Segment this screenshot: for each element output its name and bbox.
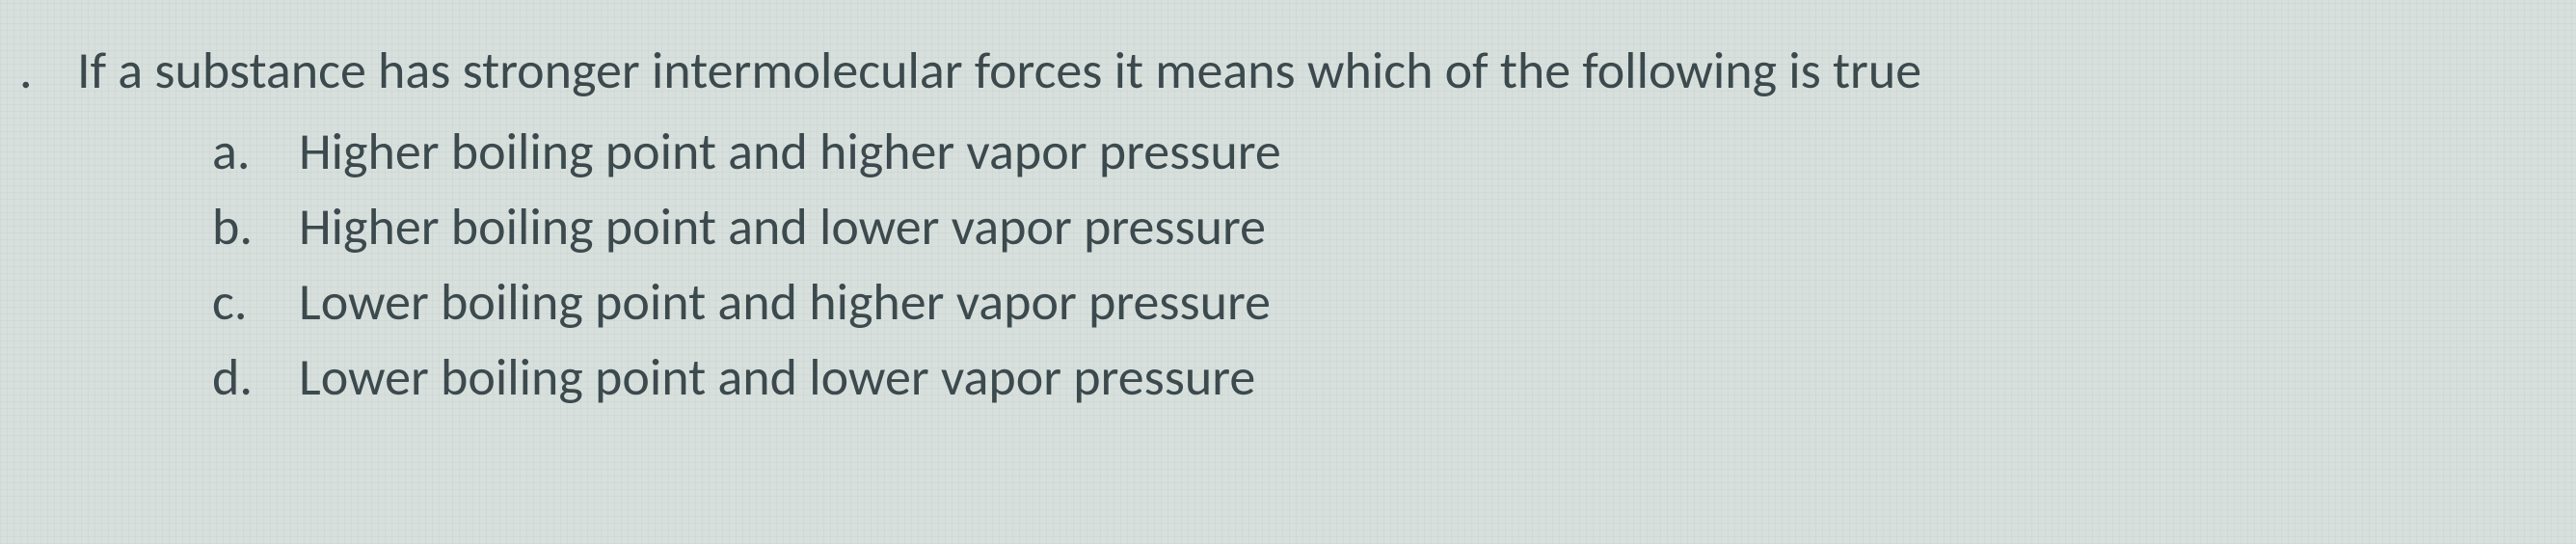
question-row: . If a substance has stronger intermolec… [19, 39, 2576, 102]
question-bullet: . [19, 39, 77, 102]
question-text: If a substance has stronger intermolecul… [77, 39, 1921, 102]
option-letter: c. [212, 270, 299, 334]
option-c: c. Lower boiling point and higher vapor … [212, 270, 2576, 334]
option-text: Higher boiling point and higher vapor pr… [299, 120, 1281, 183]
option-text: Higher boiling point and lower vapor pre… [299, 195, 1266, 258]
option-text: Lower boiling point and higher vapor pre… [299, 270, 1271, 334]
option-letter: d. [212, 345, 299, 409]
option-letter: b. [212, 195, 299, 258]
option-letter: a. [212, 120, 299, 183]
option-b: b. Higher boiling point and lower vapor … [212, 195, 2576, 258]
options-list: a. Higher boiling point and higher vapor… [19, 120, 2576, 409]
option-text: Lower boiling point and lower vapor pres… [299, 345, 1255, 409]
option-a: a. Higher boiling point and higher vapor… [212, 120, 2576, 183]
option-d: d. Lower boiling point and lower vapor p… [212, 345, 2576, 409]
